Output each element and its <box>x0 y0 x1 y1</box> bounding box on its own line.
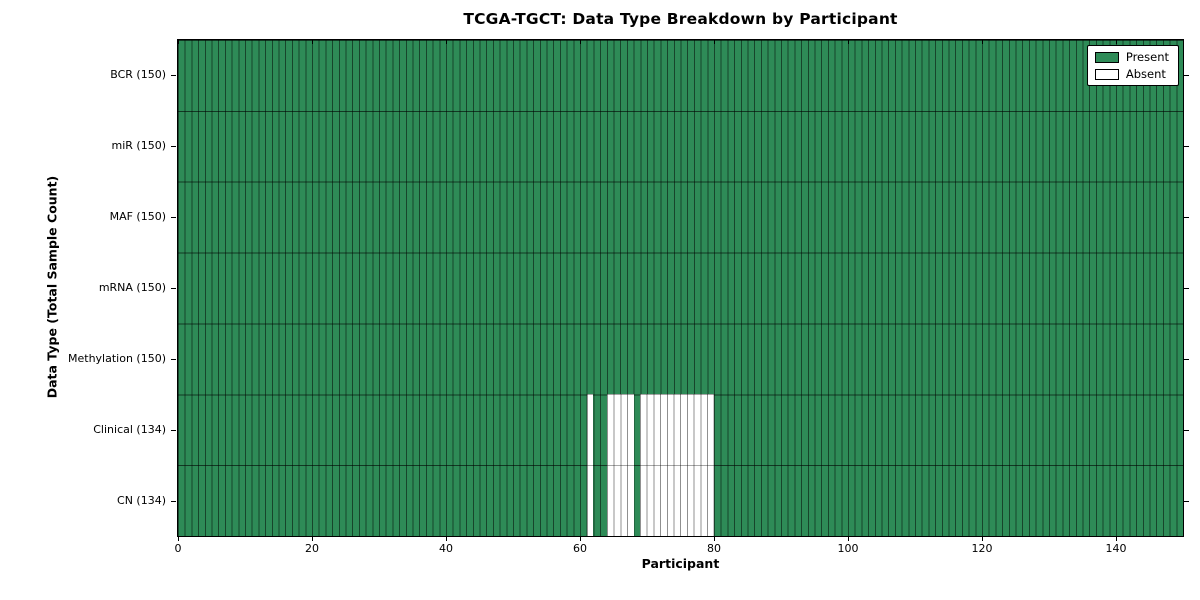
chart-title: TCGA-TGCT: Data Type Breakdown by Partic… <box>463 10 898 28</box>
y-tick-mark <box>171 429 176 431</box>
absent-cells-block <box>606 465 634 536</box>
x-tick-label: 140 <box>1105 542 1127 555</box>
x-tick-mark <box>312 40 313 44</box>
absent-cells-block <box>586 465 594 536</box>
y-tick-mark <box>171 358 176 360</box>
x-tick-mark <box>580 40 581 44</box>
y-tick-mark <box>171 500 176 502</box>
x-tick-label: 80 <box>707 542 721 555</box>
y-tick-label: MAF (150) <box>109 210 166 224</box>
y-tick-mark <box>171 146 176 148</box>
x-tick-label: 120 <box>971 542 993 555</box>
x-tick-mark <box>446 40 447 44</box>
x-axis-label: Participant <box>641 556 720 571</box>
x-tick-mark <box>178 537 179 541</box>
legend-label-present: Present <box>1125 50 1169 64</box>
legend-item-absent: Absent <box>1094 67 1169 81</box>
y-tick-label: mRNA (150) <box>98 281 166 294</box>
absent-cells-block <box>586 394 594 466</box>
x-tick-mark <box>982 537 983 541</box>
x-tick-label: 40 <box>439 542 453 555</box>
legend-item-present: Present <box>1094 50 1169 64</box>
y-tick-mark <box>1184 500 1189 502</box>
x-tick-label: 0 <box>174 542 182 555</box>
y-tick-label: CN (134) <box>117 493 166 507</box>
legend: Present Absent <box>1086 45 1179 86</box>
x-tick-label: 100 <box>837 542 859 555</box>
y-tick-mark <box>1184 217 1189 219</box>
x-tick-mark <box>446 537 447 541</box>
y-tick-label: BCR (150) <box>110 68 166 82</box>
x-tick-label: 20 <box>305 542 319 555</box>
absent-cells-block <box>640 465 714 536</box>
x-tick-mark <box>1116 40 1117 44</box>
x-tick-mark <box>714 40 715 44</box>
y-tick-mark <box>1184 146 1189 148</box>
absent-cells-block <box>606 394 634 466</box>
absent-cells-block <box>640 394 714 466</box>
y-tick-mark <box>1184 429 1189 431</box>
y-tick-mark <box>171 217 176 219</box>
plot-area: Present Absent <box>177 39 1184 537</box>
x-tick-mark <box>714 537 715 541</box>
y-tick-mark <box>171 288 176 289</box>
y-tick-mark <box>171 75 176 77</box>
x-tick-label: 60 <box>573 542 587 555</box>
y-tick-label: Methylation (150) <box>68 351 166 365</box>
y-tick-mark <box>1184 75 1189 77</box>
x-tick-mark <box>1116 537 1117 541</box>
y-tick-mark <box>1184 288 1189 289</box>
y-tick-label: Clinical (134) <box>93 422 166 436</box>
y-tick-label: miR (150) <box>111 139 167 153</box>
y-tick-mark <box>1184 358 1189 360</box>
x-tick-mark <box>580 537 581 541</box>
x-tick-mark <box>178 40 179 44</box>
legend-label-absent: Absent <box>1125 67 1166 81</box>
x-tick-mark <box>848 537 849 541</box>
x-tick-mark <box>848 40 849 44</box>
x-tick-mark <box>312 537 313 541</box>
legend-swatch-absent-icon <box>1094 68 1119 80</box>
legend-swatch-present-icon <box>1094 51 1119 63</box>
x-tick-mark <box>982 40 983 44</box>
